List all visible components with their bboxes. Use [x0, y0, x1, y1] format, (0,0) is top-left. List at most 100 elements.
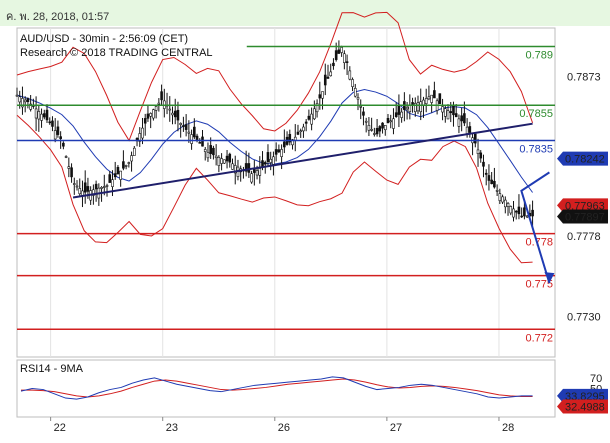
timestamp: ค. พ. 28, 2018, 01:57 [6, 11, 110, 23]
candle-body [394, 112, 398, 118]
candle-body [173, 110, 177, 118]
candle-body [512, 208, 515, 218]
candle-body [323, 74, 327, 86]
candle-body [381, 122, 384, 129]
moving-average [16, 89, 533, 193]
level-label-0.775: 0.775 [525, 279, 553, 291]
candle-body [209, 145, 212, 154]
candle-body [514, 210, 518, 213]
candle-body [288, 133, 292, 143]
candle-body [419, 101, 423, 113]
rsi-lines [20, 376, 533, 400]
candle-body [299, 130, 303, 133]
candle-body [504, 199, 507, 208]
rsi-ma-line [21, 378, 533, 398]
candle-body [51, 120, 54, 127]
level-label-0.772: 0.772 [525, 332, 553, 344]
rsi-tag-text: 32.4988 [565, 402, 605, 414]
candle-body [405, 106, 409, 110]
candle-body [250, 173, 253, 183]
candle-body [479, 152, 483, 159]
candle-body [18, 96, 22, 103]
candle-body [362, 111, 365, 116]
candle-body [37, 111, 41, 120]
candle-body [517, 206, 521, 215]
candle-body [476, 149, 480, 154]
candle-body [72, 183, 76, 185]
candle-body [340, 47, 343, 53]
candle-body [203, 149, 207, 152]
price-tag-0.77963 [557, 198, 608, 213]
candle-body [78, 188, 82, 195]
y-tick-label: 0.7873 [567, 72, 601, 84]
candle-body [454, 113, 458, 118]
rsi-tag-33.8295 [557, 388, 608, 403]
candle-body [34, 108, 38, 119]
candle-body [280, 149, 283, 157]
candle-body [206, 152, 210, 159]
candle-body [244, 163, 248, 172]
x-tick-label-23: 23 [166, 422, 178, 434]
candle-body [460, 115, 463, 122]
candle-body [531, 209, 534, 217]
candle-body [525, 215, 529, 218]
y-tick-label: 0.7730 [567, 312, 601, 324]
projection-arrow [520, 171, 555, 284]
candle-body [105, 185, 109, 187]
candle-body [337, 49, 341, 54]
candle-body [179, 123, 182, 125]
candle-body [64, 156, 68, 158]
candle-body [501, 196, 504, 203]
candle-body [176, 109, 180, 121]
candle-body [473, 133, 477, 144]
candle-body [258, 168, 262, 176]
level-label-0.7855: 0.7855 [519, 108, 553, 120]
candle-body [116, 167, 120, 175]
chart-subtitle: Research © 2018 TRADING CENTRAL [20, 47, 213, 59]
candle-body [373, 133, 376, 135]
candle-body [397, 104, 401, 115]
level-label-0.7835: 0.7835 [519, 143, 553, 155]
candle-body [21, 98, 24, 108]
candle-body [15, 94, 19, 97]
candle-body [266, 152, 270, 162]
candle-body [375, 127, 379, 135]
candle-body [334, 50, 338, 60]
candle-body [108, 174, 112, 183]
arrow-path [520, 171, 551, 284]
candle-body [141, 127, 144, 139]
candle-body [422, 99, 425, 106]
candle-body [493, 180, 496, 188]
rsi-label: RSI14 - 9MA [20, 363, 84, 375]
candle-body [487, 175, 491, 181]
candle-body [389, 120, 393, 123]
candle-body [225, 155, 229, 162]
candle-body [433, 90, 436, 99]
candle-body [111, 179, 114, 187]
candle-body [465, 126, 469, 134]
candle-body [212, 147, 215, 156]
grid [50, 28, 500, 357]
candle-body [102, 186, 106, 188]
candle-body [484, 172, 488, 175]
candle-body [182, 125, 185, 127]
candle-body [247, 163, 251, 173]
candle-body [498, 193, 502, 201]
candle-body [408, 104, 412, 113]
candle-body [296, 131, 300, 135]
candle-body [318, 94, 322, 99]
candles [15, 40, 534, 228]
candle-body [45, 109, 49, 121]
candle-body [291, 139, 294, 146]
rsi-line [20, 376, 533, 400]
candle-body [446, 110, 450, 120]
candle-body [392, 118, 395, 129]
candle-body [255, 170, 259, 176]
candle-body [67, 166, 71, 169]
candle-body [127, 162, 131, 164]
bollinger-upper-band [16, 11, 534, 142]
candle-body [53, 130, 57, 140]
candle-body [201, 136, 204, 147]
candle-body [383, 125, 387, 131]
